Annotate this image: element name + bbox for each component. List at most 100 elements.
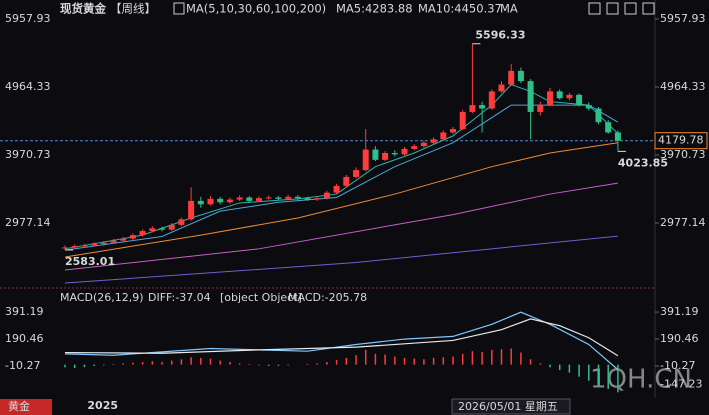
annotation: 2583.01 xyxy=(65,255,115,268)
crosshair-label: 4179.78 xyxy=(658,134,704,147)
candle-body xyxy=(353,170,359,177)
tab[interactable] xyxy=(0,399,52,415)
candle-body xyxy=(236,197,243,200)
candle-body xyxy=(100,242,107,245)
candle-body xyxy=(323,192,330,199)
tool-icon[interactable] xyxy=(588,2,601,15)
candle-body xyxy=(411,146,418,149)
candle-body xyxy=(459,111,466,130)
candle-body xyxy=(362,149,369,171)
crosshair-box xyxy=(654,132,708,150)
candle-body xyxy=(188,200,195,220)
y-tick-label: 391.19 xyxy=(660,305,699,318)
candle-body xyxy=(343,176,350,186)
candle-body xyxy=(81,245,88,247)
candle-body xyxy=(498,84,505,92)
candle-body xyxy=(314,198,321,200)
dea-line xyxy=(64,318,619,357)
y-tick-label: 391.19 xyxy=(5,305,44,318)
candle-body xyxy=(246,197,253,201)
ma5: MA5:4283.88 xyxy=(336,2,413,16)
macd-title: MACD(26,12,9) xyxy=(60,291,144,304)
candle-body xyxy=(265,197,272,199)
candle-body xyxy=(285,196,292,199)
tool-icon[interactable] xyxy=(642,2,655,15)
candle-body xyxy=(197,200,204,205)
ma-line xyxy=(64,104,619,251)
candle-body xyxy=(226,199,233,203)
candle-body xyxy=(71,246,78,248)
candle-body xyxy=(401,148,408,155)
macd-dea: [object Object] xyxy=(220,291,302,304)
candle-body xyxy=(595,108,602,123)
tool-icon[interactable] xyxy=(606,2,619,15)
date-label: 2026/05/01 星期五 xyxy=(458,400,558,413)
candle-body xyxy=(566,94,573,99)
y-tick-label: 5957.93 xyxy=(660,12,706,25)
y-tick-label: 5957.93 xyxy=(5,12,51,25)
y-tick-label: 190.46 xyxy=(5,332,44,345)
candle-body xyxy=(178,219,185,225)
candle-body xyxy=(479,105,486,109)
candle-body xyxy=(382,152,389,160)
candle-body xyxy=(450,129,456,133)
watermark: 1QH.CN xyxy=(590,365,692,395)
candle-body xyxy=(207,198,214,205)
toolbar xyxy=(588,2,655,15)
candle-body xyxy=(391,152,398,155)
candle-body xyxy=(110,240,117,243)
candle-body xyxy=(139,231,146,236)
candle-body xyxy=(168,224,175,230)
candle-body xyxy=(556,91,563,99)
macd-value: MACD:-205.78 xyxy=(288,291,367,304)
candle-body xyxy=(537,105,544,112)
candle-body xyxy=(585,105,592,109)
tool-icon[interactable] xyxy=(624,2,637,15)
ma-line xyxy=(64,142,618,258)
candle-body xyxy=(159,228,165,230)
annotation: 4023.85 xyxy=(618,156,668,169)
y-tick-label: -10.27 xyxy=(5,359,40,372)
candle-body xyxy=(372,149,379,160)
y-tick-label: 190.46 xyxy=(660,332,699,345)
date-box xyxy=(451,398,571,415)
candle-body xyxy=(440,132,447,140)
candle-body xyxy=(256,198,262,201)
candle-body xyxy=(614,132,621,141)
candle-body xyxy=(469,105,476,112)
macd-diff: DIFF:-37.04 xyxy=(148,291,211,304)
annotation: 5596.33 xyxy=(475,29,525,42)
candle-body xyxy=(149,228,156,232)
y-tick-label: 4964.33 xyxy=(5,80,51,93)
ma-label: MA(5,10,30,60,100,200) xyxy=(186,2,326,16)
candle-body xyxy=(129,235,136,239)
candle-body xyxy=(333,185,340,193)
candle-body xyxy=(508,70,515,85)
y-tick-label: 3970.73 xyxy=(5,148,51,161)
title: 现货黄金 xyxy=(60,2,106,16)
ma-line xyxy=(64,83,619,250)
candle-body xyxy=(91,244,98,246)
candle-body xyxy=(294,196,301,199)
y-tick-label: -10.27 xyxy=(660,359,695,372)
candle-body xyxy=(576,94,583,106)
tab-label[interactable]: 黄金 xyxy=(8,399,30,413)
ma-toggle[interactable] xyxy=(173,2,185,15)
candle-body xyxy=(217,198,224,203)
ma-line xyxy=(64,235,618,284)
candle-body xyxy=(304,198,311,200)
y-tick-label: 2977.14 xyxy=(5,216,51,229)
macd-current: -147.23 xyxy=(660,377,702,390)
candle-body xyxy=(547,91,553,106)
candle-body xyxy=(120,238,127,241)
period[interactable]: 【周线】 xyxy=(110,2,156,16)
candle-body xyxy=(605,122,612,133)
y-tick-label: 4964.33 xyxy=(660,80,706,93)
y-tick-label: 3970.73 xyxy=(660,148,706,161)
x-tick-label: 2025 xyxy=(87,399,118,412)
candle-body xyxy=(275,197,282,199)
candle-body xyxy=(527,81,534,112)
y-tick-label: 2977.14 xyxy=(660,216,706,229)
candle-body xyxy=(430,139,437,143)
